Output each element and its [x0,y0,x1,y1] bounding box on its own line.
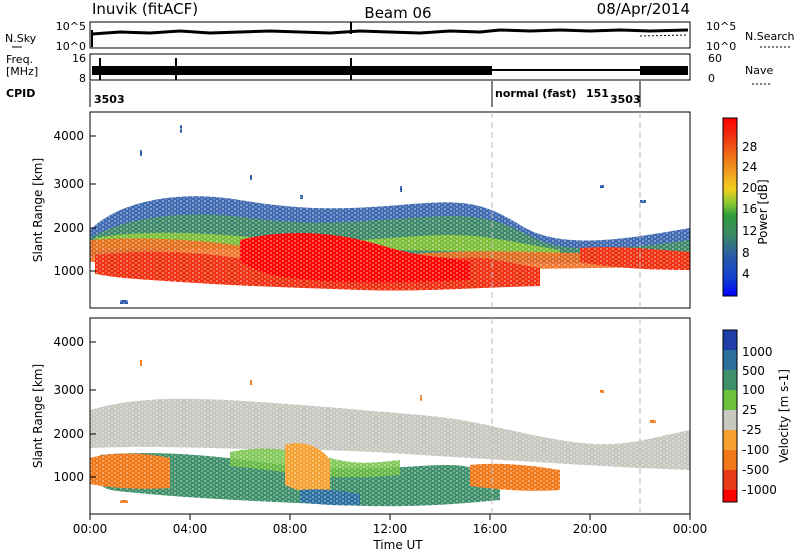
cpid-row: CPID 3503 normal (fast) 151 3503 [6,81,641,107]
freq-trace-1 [92,66,492,75]
x-tick-0: 00:00 [73,522,108,536]
power-panel: Slant Range [km] 1000 2000 3000 4000 [31,111,691,309]
velocity-cbar-label: Velocity [m s-1] [777,369,791,463]
velocity-ytick-4000: 4000 [53,335,84,349]
nsky-panel: N.Sky 10^5 10^0 10^5 10^0 N.Search [5,20,795,53]
power-cbar-tick-4: 4 [742,267,750,281]
freq-tick-bottom: 8 [79,72,86,85]
station-title: Inuvik (fitACF) [92,0,198,18]
power-cbar-tick-8: 8 [742,246,750,260]
nsky-tick-top: 10^5 [56,20,86,33]
velocity-ylabel: Slant Range [km] [31,364,45,468]
x-tick-5: 20:00 [573,522,608,536]
velocity-colorbar: 1000 500 100 25 -25 -100 -500 -1000 Velo… [722,329,791,503]
power-cbar-tick-12: 12 [742,224,757,238]
power-cbar-tick-24: 24 [742,160,757,174]
velocity-cbar-tick-500: 500 [742,364,765,378]
freq-label-top: Freq. [6,53,33,66]
x-tick-2: 08:00 [273,522,308,536]
power-ylabel: Slant Range [km] [31,158,45,262]
nsky-tick-bottom: 10^0 [56,40,86,53]
cpid-label: CPID [6,87,35,100]
power-data [90,112,690,308]
x-tick-3: 12:00 [373,522,408,536]
nsearch-tick-bottom: 10^0 [706,40,736,53]
nsky-label: N.Sky [5,32,37,45]
velocity-ytick-2000: 2000 [53,427,84,441]
cpid-entry-1: 3503 [94,93,125,106]
x-tick-1: 04:00 [173,522,208,536]
cpid-entry-3: 151 [586,87,609,100]
power-cbar-tick-20: 20 [742,181,757,195]
velocity-cbar-tick-25: 25 [742,403,757,417]
freq-trace-3 [640,66,688,75]
power-cbar-tick-16: 16 [742,202,757,216]
cpid-entry-4: 3503 [610,93,641,106]
velocity-ytick-1000: 1000 [53,470,84,484]
x-tick-6: 00:00 [673,522,708,536]
nave-tick-bottom: 0 [708,72,715,85]
power-cbar-label: Power [dB] [756,179,770,244]
power-ytick-3000: 3000 [53,177,84,191]
date-title: 08/Apr/2014 [597,0,690,18]
freq-tick-top: 16 [72,52,86,65]
power-cbar-tick-28: 28 [742,140,757,154]
nsearch-label: N.Search [745,30,795,43]
freq-label-bottom: [MHz] [6,65,38,78]
velocity-cbar-tick-m1000: -1000 [742,483,777,497]
x-axis-label: Time UT [372,538,423,552]
cpid-entry-2: normal (fast) [495,87,576,100]
velocity-cbar-tick-100: 100 [742,383,765,397]
nave-tick-top: 60 [708,52,722,65]
velocity-cbar-tick-m100: -100 [742,443,769,457]
x-tick-4: 16:00 [473,522,508,536]
nsky-trace [91,28,689,36]
power-ytick-1000: 1000 [53,264,84,278]
beam-title: Beam 06 [364,4,431,22]
velocity-ytick-3000: 3000 [53,383,84,397]
nsearch-tick-top: 10^5 [706,20,736,33]
x-axis: 00:00 04:00 08:00 12:00 16:00 20:00 00:0… [73,514,708,552]
nave-label: Nave [745,64,773,77]
power-colorbar: 28 24 20 16 12 8 4 Power [dB] [722,117,770,297]
velocity-cbar-tick-m25: -25 [742,423,762,437]
nsearch-trace [639,34,689,37]
velocity-panel: Slant Range [km] 1000 2000 3000 4000 [31,317,691,515]
power-ytick-4000: 4000 [53,129,84,143]
velocity-cbar-tick-m500: -500 [742,463,769,477]
velocity-data [90,318,690,514]
velocity-cbar-tick-1000: 1000 [742,345,773,359]
power-ytick-2000: 2000 [53,221,84,235]
freq-panel: Freq. [MHz] 16 8 60 0 Nave [6,52,773,85]
